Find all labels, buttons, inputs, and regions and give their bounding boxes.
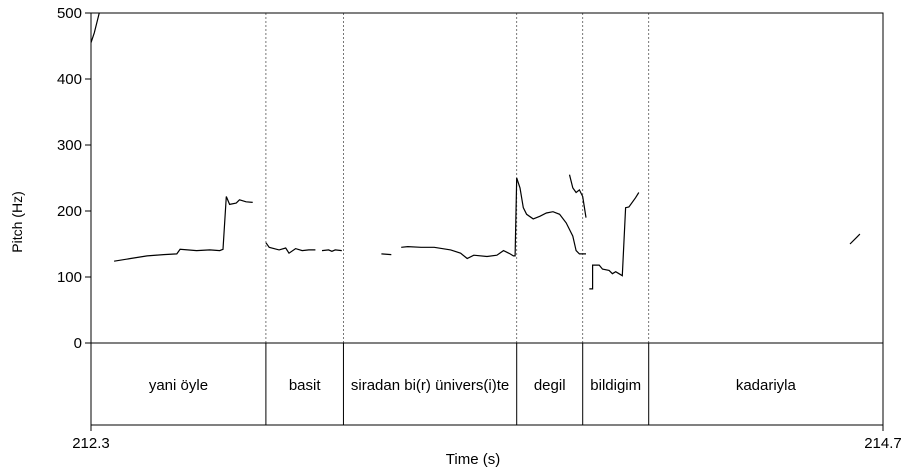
pitch-segment-3 (321, 249, 342, 252)
word-label: bildigim (590, 377, 641, 394)
x-tick-label: 214.7 (864, 435, 902, 452)
pitch-segment-6 (516, 177, 586, 255)
plot-frame (90, 12, 884, 426)
word-boundaries (265, 13, 650, 425)
y-tick-label: 200 (57, 203, 82, 220)
x-axis-ticks: 212.3 214.7 (72, 425, 902, 452)
pitch-segment-2 (265, 242, 316, 255)
y-tick-label: 300 (57, 137, 82, 154)
y-tick-label: 500 (57, 5, 82, 22)
word-tier: yani öyle basit siradan bi(r) ünivers(i)te… (149, 377, 797, 394)
x-tick-label: 212.3 (72, 435, 110, 452)
outer-frame (90, 12, 884, 426)
pitch-segment-8 (589, 192, 640, 290)
y-axis-label: Pitch (Hz) (9, 191, 25, 252)
y-axis-ticks: 0 100 200 300 400 500 (57, 5, 91, 352)
word-label: yani öyle (149, 377, 208, 394)
y-tick-label: 400 (57, 71, 82, 88)
pitch-segment-5 (401, 177, 518, 260)
y-tick-label: 0 (74, 335, 82, 352)
word-label: basit (289, 377, 322, 394)
word-label: degil (534, 377, 566, 394)
pitch-segment-9 (849, 233, 861, 245)
pitch-series (91, 13, 861, 290)
pitch-segment-0 (91, 13, 100, 43)
y-tick-label: 100 (57, 269, 82, 286)
x-axis-label: Time (s) (446, 451, 500, 468)
pitch-segment-4 (381, 253, 392, 256)
word-label: kadariyla (736, 377, 797, 394)
pitch-segment-7 (568, 174, 587, 218)
word-label: siradan bi(r) ünivers(i)te (351, 377, 509, 394)
pitch-segment-1 (114, 196, 253, 262)
